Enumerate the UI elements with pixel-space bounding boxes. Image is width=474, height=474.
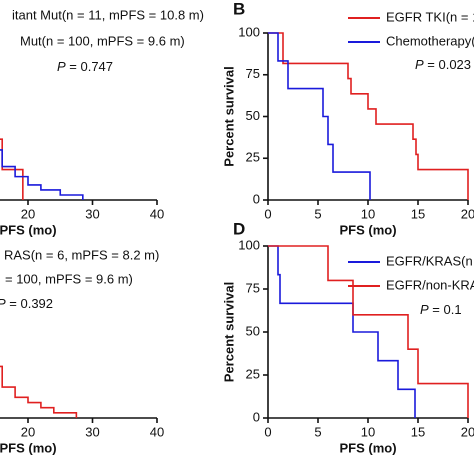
survival-curve: [0, 138, 24, 200]
y-tick-label: 25: [246, 150, 260, 165]
y-axis-label: Percent survival: [221, 282, 236, 382]
survival-curve: [268, 245, 469, 418]
y-tick-label: 75: [246, 280, 260, 295]
x-tick-label: 30: [85, 206, 99, 221]
legend-label: EGFR/non-KRAS: [386, 277, 474, 292]
p-symbol: P: [0, 296, 6, 311]
legend-label: EGFR/KRAS(n =: [386, 253, 474, 268]
x-tick-label: 20: [461, 424, 474, 439]
legend-label: Mut(n = 100, mPFS = 9.6 m): [20, 33, 185, 48]
x-tick-label: 0: [264, 424, 271, 439]
p-text: = 0.392: [6, 296, 53, 311]
legend-label: RAS(n = 6, mPFS = 8.2 m): [4, 247, 159, 262]
panel-label: B: [233, 0, 245, 18]
x-tick-label: 30: [85, 424, 99, 439]
survival-curve: [0, 149, 84, 200]
p-value: P = 0.023: [415, 57, 471, 72]
x-tick-label: 20: [461, 206, 474, 221]
x-tick-label: 20: [21, 206, 35, 221]
p-text: = 0.023: [424, 57, 471, 72]
survival-curve: [268, 32, 371, 200]
survival-curve: [0, 365, 78, 418]
survival-curve: [268, 245, 416, 418]
p-value: P = 0.747: [57, 59, 113, 74]
p-symbol: P: [420, 302, 429, 317]
y-tick-label: 100: [238, 237, 260, 252]
x-axis-label: PFS (mo): [0, 222, 57, 237]
x-axis-label: PFS (mo): [339, 222, 396, 237]
p-value: P = 0.392: [0, 296, 53, 311]
p-symbol: P: [415, 57, 424, 72]
p-symbol: P: [57, 59, 66, 74]
x-axis-label: PFS (mo): [339, 440, 396, 455]
x-axis-label: PFS (mo): [0, 440, 57, 455]
x-tick-label: 10: [361, 424, 375, 439]
y-tick-label: 100: [238, 24, 260, 39]
x-tick-label: 15: [411, 424, 425, 439]
x-tick-label: 5: [314, 206, 321, 221]
survival-curve: [268, 32, 469, 200]
x-tick-label: 5: [314, 424, 321, 439]
p-text: = 0.747: [66, 59, 113, 74]
x-tick-label: 15: [411, 206, 425, 221]
y-axis-label: Percent survival: [221, 66, 236, 166]
legend-label: EGFR TKI(n = 11,: [386, 9, 474, 24]
legend-label: Chemotherapy(n =: [386, 33, 474, 48]
legend-label: = 100, mPFS = 9.6 m): [5, 271, 133, 286]
x-tick-label: 10: [361, 206, 375, 221]
panel-label: D: [233, 219, 245, 238]
y-tick-label: 25: [246, 366, 260, 381]
x-tick-label: 20: [21, 424, 35, 439]
y-tick-label: 0: [253, 191, 260, 206]
y-tick-label: 50: [246, 323, 260, 338]
x-tick-label: 0: [264, 206, 271, 221]
x-tick-label: 40: [150, 206, 164, 221]
legend-label: itant Mut(n = 11, mPFS = 10.8 m): [12, 7, 204, 22]
p-text: = 0.1: [429, 302, 462, 317]
y-tick-label: 50: [246, 108, 260, 123]
y-tick-label: 0: [253, 409, 260, 424]
y-tick-label: 75: [246, 66, 260, 81]
x-tick-label: 40: [150, 424, 164, 439]
p-value: P = 0.1: [420, 302, 462, 317]
